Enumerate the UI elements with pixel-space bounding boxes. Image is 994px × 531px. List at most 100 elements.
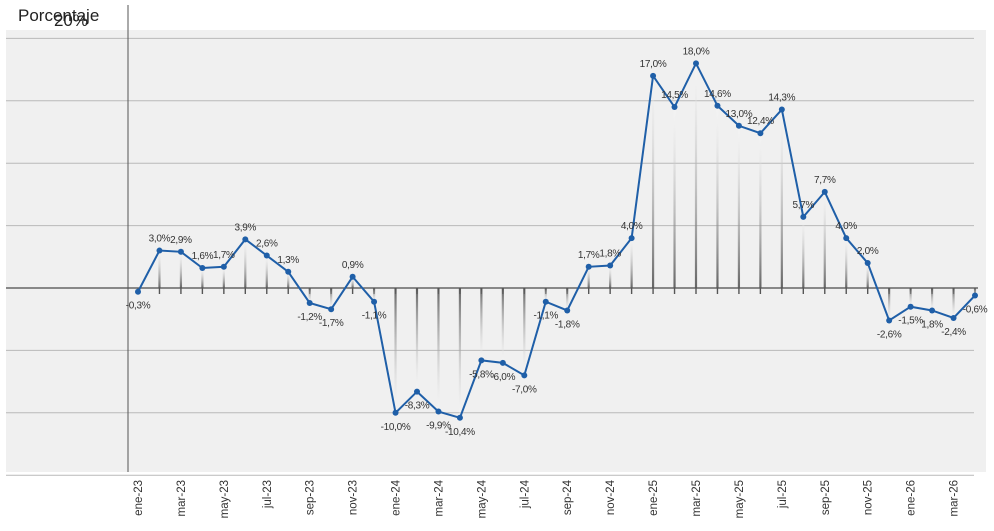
- drop-line: [265, 255, 268, 288]
- data-point: [564, 307, 571, 314]
- data-label: -1,2%: [297, 312, 322, 323]
- data-point: [886, 317, 893, 324]
- drop-line: [222, 266, 225, 288]
- drop-line: [201, 268, 204, 288]
- data-point: [650, 72, 657, 79]
- data-point: [843, 235, 850, 242]
- data-point: [521, 372, 528, 379]
- y-tick-label: 20%: [53, 11, 88, 31]
- data-point: [778, 106, 785, 113]
- drop-line: [308, 288, 311, 303]
- drop-line: [716, 105, 719, 289]
- data-point: [414, 388, 420, 395]
- drop-line: [179, 251, 183, 288]
- data-point: [328, 306, 335, 313]
- data-label: 2,0%: [857, 246, 879, 257]
- x-tick-label: ene-23: [133, 480, 145, 516]
- x-tick-label: may-24: [476, 479, 488, 518]
- x-tick-label: may-23: [219, 480, 231, 518]
- x-tick-label: mar-25: [691, 480, 703, 516]
- data-point: [263, 252, 270, 259]
- drop-line: [523, 288, 526, 376]
- data-point: [285, 268, 292, 275]
- data-label: 1,8%: [599, 249, 621, 260]
- data-label: -8,3%: [405, 401, 430, 412]
- data-point: [478, 357, 485, 364]
- data-label: 4,0%: [835, 221, 857, 232]
- data-point: [242, 236, 249, 243]
- data-label: 1,6%: [192, 251, 214, 262]
- x-tick-label: mar-26: [949, 480, 961, 516]
- drop-line: [158, 250, 161, 288]
- x-tick-label: nov-23: [348, 480, 360, 515]
- data-point: [499, 359, 506, 366]
- x-tick-label: mar-24: [433, 479, 445, 516]
- drop-line: [244, 239, 247, 288]
- data-point: [864, 260, 871, 267]
- data-label: -7,0%: [512, 384, 537, 395]
- data-point: [349, 273, 356, 280]
- x-tick-label: nov-25: [863, 480, 875, 515]
- data-label: -0,6%: [963, 304, 988, 315]
- drop-line: [737, 125, 741, 288]
- data-label: 14,3%: [768, 93, 795, 104]
- data-label: 3,9%: [235, 222, 257, 233]
- data-point: [177, 248, 184, 255]
- data-point: [907, 303, 914, 310]
- data-point: [757, 130, 764, 137]
- plot-background: [6, 30, 986, 472]
- drop-line: [780, 109, 783, 288]
- x-tick-label: sep-23: [305, 480, 317, 515]
- drop-line: [351, 276, 354, 288]
- data-label: -2,4%: [941, 327, 966, 338]
- drop-line: [566, 288, 569, 311]
- drop-line: [458, 288, 462, 418]
- data-point: [199, 265, 206, 272]
- data-label: -1,1%: [362, 311, 387, 322]
- data-point: [135, 288, 141, 295]
- drop-line: [630, 238, 633, 288]
- data-point: [972, 292, 978, 299]
- drop-line: [952, 288, 955, 318]
- drop-line: [930, 288, 934, 311]
- drop-line: [287, 271, 290, 288]
- data-label: 2,9%: [170, 235, 192, 246]
- data-point: [607, 262, 614, 269]
- drop-line: [415, 288, 419, 392]
- x-tick-label: jul-24: [519, 479, 531, 509]
- data-point: [800, 213, 807, 220]
- data-point: [693, 60, 699, 67]
- drop-line: [673, 107, 676, 288]
- data-point: [435, 408, 442, 415]
- data-point: [456, 414, 463, 421]
- drop-line: [694, 63, 698, 288]
- data-label: 12,4%: [747, 116, 774, 127]
- x-tick-label: sep-24: [562, 479, 574, 515]
- drop-line: [480, 288, 483, 361]
- data-label: 14,6%: [704, 89, 731, 100]
- data-label: -1,1%: [533, 311, 558, 322]
- x-tick-label: ene-25: [648, 480, 660, 516]
- drop-line: [394, 288, 397, 413]
- y-axis-title: Porcentaje: [18, 6, 100, 25]
- data-point: [714, 102, 721, 109]
- drop-line: [372, 288, 376, 302]
- data-label: 0,9%: [342, 260, 364, 271]
- data-label: -10,0%: [381, 422, 411, 433]
- data-label: 7,7%: [814, 175, 836, 186]
- drop-line: [973, 288, 977, 296]
- data-label: 1,7%: [578, 250, 600, 261]
- data-label: -1,8%: [555, 319, 580, 330]
- data-label: 4,0%: [621, 221, 643, 232]
- drop-line: [544, 288, 547, 302]
- x-tick-label: nov-24: [605, 479, 617, 515]
- drop-line: [330, 288, 333, 310]
- data-label: -10,4%: [445, 427, 475, 438]
- data-label: -2,6%: [877, 329, 902, 340]
- data-point: [220, 263, 227, 270]
- data-label: 14,5%: [661, 90, 688, 101]
- data-label: 1,8%: [921, 319, 943, 330]
- drop-line: [866, 263, 869, 288]
- drop-line: [609, 265, 612, 288]
